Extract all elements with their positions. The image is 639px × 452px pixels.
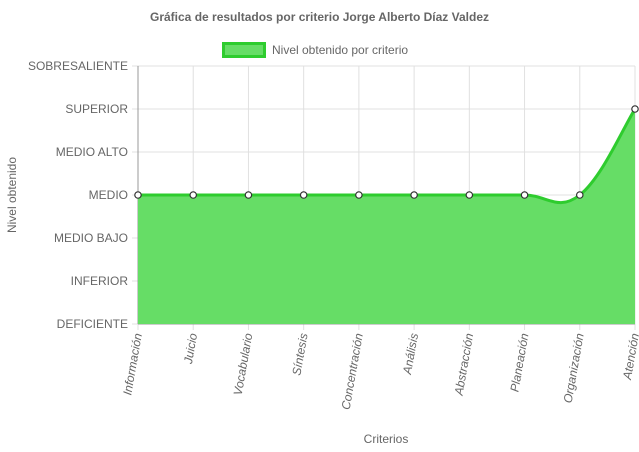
legend-label: Nivel obtenido por criterio <box>272 43 409 57</box>
y-tick-label: SUPERIOR <box>65 102 128 116</box>
y-tick-label: INFERIOR <box>71 274 129 288</box>
data-point <box>575 191 584 199</box>
y-tick-label: SOBRESALIENTE <box>28 59 128 73</box>
data-point <box>189 191 198 199</box>
y-tick-label: MEDIO ALTO <box>56 145 128 159</box>
x-tick-label: Abstracción <box>451 332 476 397</box>
x-tick-label: Análisis <box>400 332 421 376</box>
data-point <box>520 191 529 199</box>
point-layer <box>134 105 639 199</box>
y-axis-title: Nivel obtenido <box>5 157 19 233</box>
x-tick-label: Vocabulario <box>231 332 256 397</box>
data-point <box>631 105 639 113</box>
legend-swatch <box>222 42 266 58</box>
data-point <box>355 191 363 199</box>
x-tick-label: Síntesis <box>289 332 310 376</box>
x-axis-title: Criterios <box>364 432 409 446</box>
y-tick-labels: DEFICIENTE INFERIOR MEDIO BAJO MEDIO MEDIO A… <box>28 59 128 331</box>
x-tick-label: Información <box>120 332 145 396</box>
data-point <box>410 191 418 199</box>
x-tick-label: Concentración <box>339 332 366 411</box>
series-line <box>138 108 637 205</box>
data-point <box>299 191 308 199</box>
x-tick-label: Juicio <box>181 332 200 366</box>
y-tick-label: DEFICIENTE <box>57 317 128 331</box>
x-tick-labels: Información Juicio Vocabulario Síntesis Conc… <box>120 332 639 411</box>
legend[interactable]: Nivel obtenido por criterio <box>222 42 408 58</box>
series-area <box>138 109 635 324</box>
chart-title: Gráfica de resultados por criterio Jorge… <box>150 10 489 24</box>
area-layer <box>138 108 637 324</box>
y-tick-label: MEDIO <box>89 188 128 202</box>
data-point <box>465 191 474 199</box>
data-point <box>244 191 253 199</box>
x-tick-label: Planeación <box>507 332 531 393</box>
x-tick-label: Atención <box>620 332 639 382</box>
x-tick-label: Organización <box>561 332 587 404</box>
y-tick-label: MEDIO BAJO <box>54 231 128 245</box>
data-point <box>134 191 142 199</box>
